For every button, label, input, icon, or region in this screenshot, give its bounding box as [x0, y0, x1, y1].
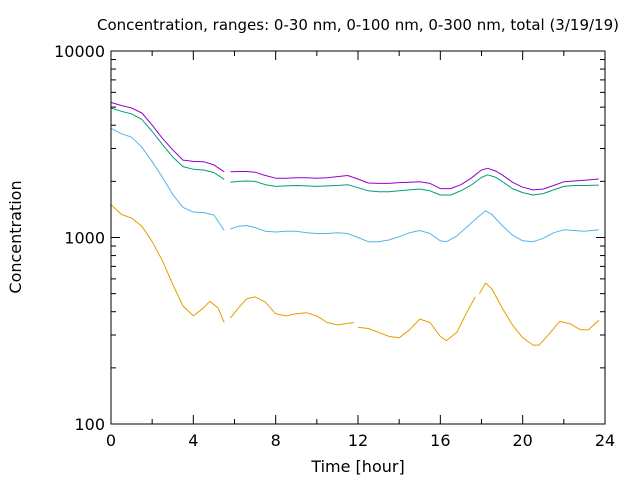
x-tick-label: 16 — [430, 431, 450, 450]
series-2-line — [230, 210, 599, 243]
x-tick-label: 4 — [188, 431, 198, 450]
x-tick-label: 24 — [595, 431, 615, 450]
series-3-line — [110, 107, 225, 180]
series-3-line — [230, 174, 599, 196]
series-4-line — [230, 167, 599, 191]
y-tick-label: 100 — [74, 415, 105, 434]
chart-title: Concentration, ranges: 0-30 nm, 0-100 nm… — [97, 16, 619, 34]
y-tick-label: 10000 — [54, 42, 105, 61]
series-1-line — [478, 282, 600, 346]
series-4-line — [110, 101, 225, 173]
series-1-line — [230, 296, 354, 326]
plot-area — [110, 101, 600, 346]
y-axis-label: Concentration — [6, 180, 25, 293]
x-tick-label: 12 — [348, 431, 368, 450]
series-1-line — [357, 296, 476, 342]
y-tick-label: 1000 — [64, 229, 105, 248]
x-tick-label: 0 — [106, 431, 116, 450]
series-1-line — [110, 204, 225, 323]
axis-ticks: 0 4 8 12 16 20 24 100 1000 10000 — [54, 42, 615, 450]
x-axis-label: Time [hour] — [310, 457, 404, 476]
series-2-line — [110, 127, 225, 231]
x-tick-label: 8 — [271, 431, 281, 450]
x-tick-label: 20 — [512, 431, 532, 450]
